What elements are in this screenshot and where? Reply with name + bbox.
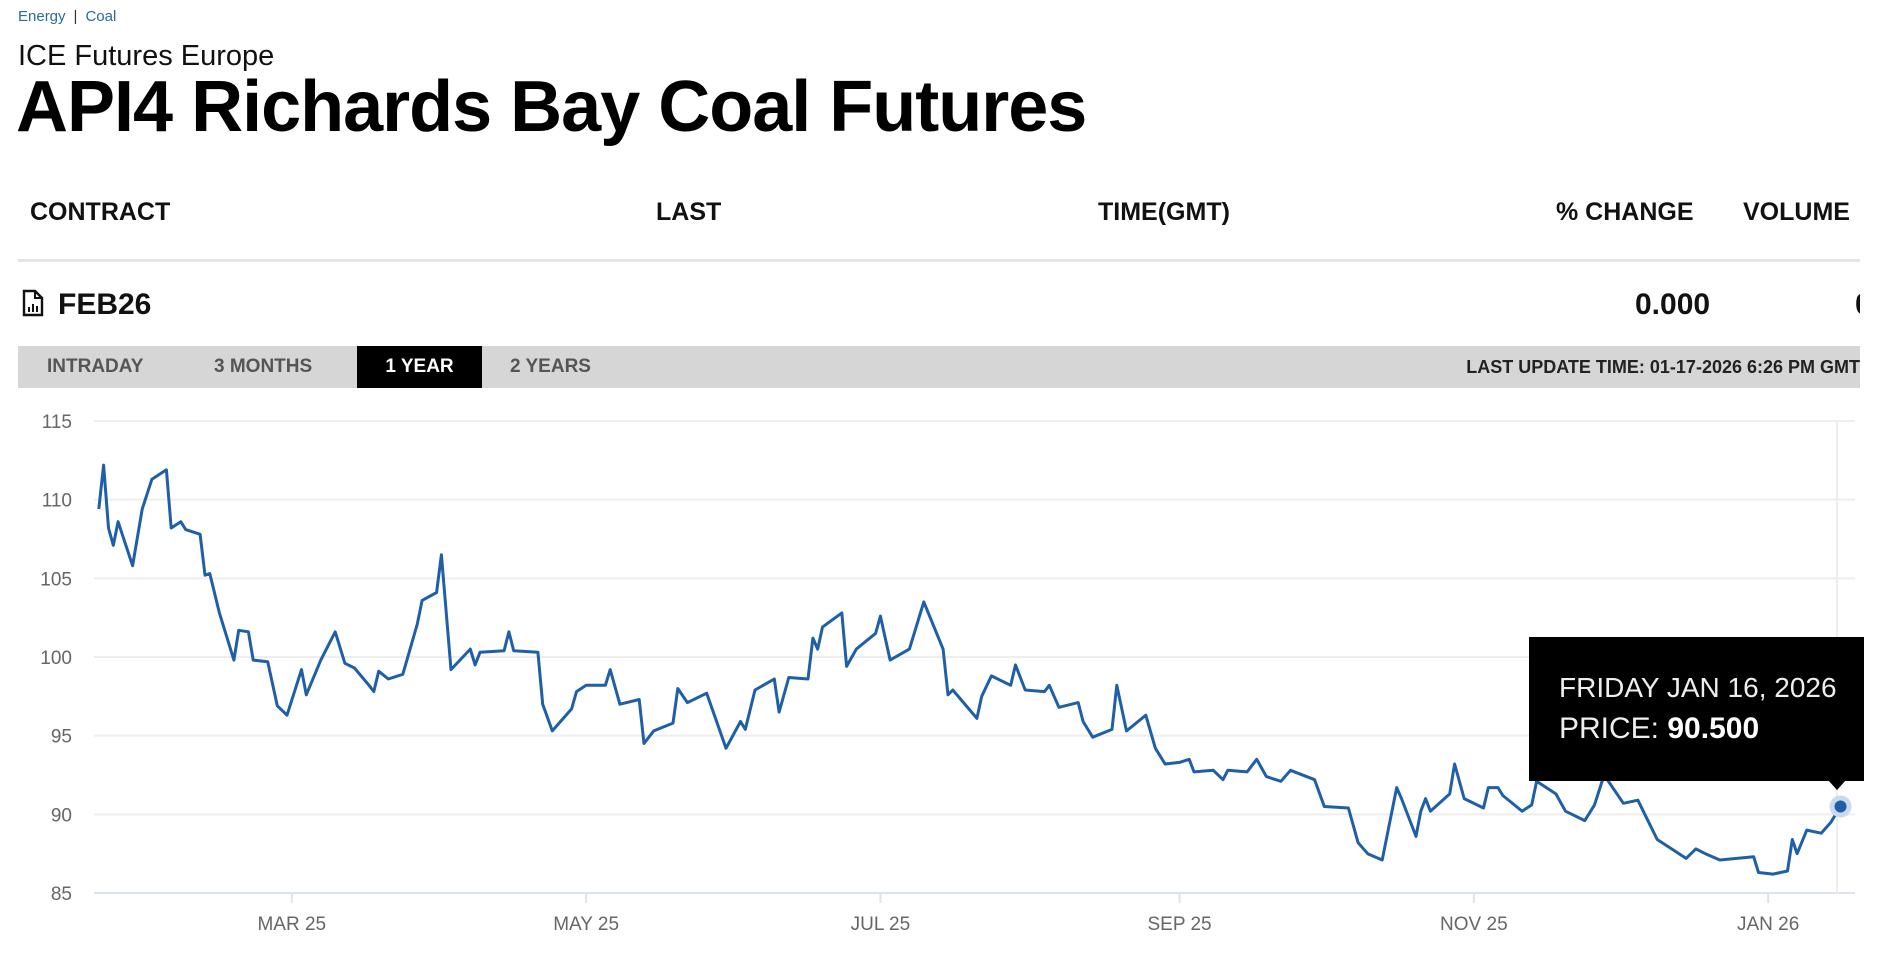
highlight-point [1834, 800, 1847, 813]
tab-3-months[interactable]: 3 MONTHS [214, 356, 313, 377]
tab-1-year[interactable]: 1 YEAR [357, 346, 482, 388]
tab-2-years[interactable]: 2 YEARS [510, 356, 591, 377]
x-tick-label: NOV 25 [1440, 914, 1508, 935]
contract-link[interactable]: FEB26 [58, 288, 152, 321]
page-title: API4 Richards Bay Coal Futures [16, 67, 1087, 147]
tooltip-arrow [1828, 780, 1846, 790]
table-divider [18, 259, 1860, 262]
chart-tooltip: FRIDAY JAN 16, 2026 PRICE: 90.500 [1529, 637, 1864, 790]
range-tab-bar: INTRADAY 3 MONTHS 1 YEAR 2 YEARS LAST UP… [18, 346, 1860, 388]
x-tick-label: MAY 25 [553, 914, 619, 935]
exchange-name: ICE Futures Europe [18, 40, 275, 72]
contract-table: CONTRACT LAST TIME(GMT) % CHANGE VOLUME … [18, 190, 1860, 340]
x-tick-label: JAN 26 [1737, 914, 1799, 935]
tooltip-price: 90.500 [1667, 712, 1760, 745]
header-volume: VOLUME [1743, 198, 1850, 226]
chart-document-icon[interactable] [22, 289, 44, 325]
header-change: % CHANGE [1556, 198, 1694, 226]
change-value: 0.000 [1635, 288, 1711, 321]
x-tick-label: MAR 25 [257, 914, 326, 935]
y-tick-label: 105 [40, 569, 72, 590]
last-update-time: LAST UPDATE TIME: 01-17-2026 6:26 PM GMT [1466, 357, 1860, 377]
y-tick-label: 90 [51, 805, 72, 826]
y-tick-label: 110 [42, 491, 72, 512]
header-time: TIME(GMT) [1098, 198, 1230, 226]
header-contract: CONTRACT [30, 198, 171, 226]
breadcrumb-energy-link[interactable]: Energy [18, 8, 66, 25]
price-chart[interactable]: 85 90 95 100 105 110 115 MAR 25 MAY 25 JUL 25 SEP … [0, 395, 1904, 967]
y-tick-label: 115 [42, 412, 72, 433]
x-tick-label: SEP 25 [1148, 914, 1212, 935]
y-tick-label: 95 [51, 727, 72, 748]
tab-intraday[interactable]: INTRADAY [47, 356, 144, 377]
breadcrumb-coal-link[interactable]: Coal [85, 8, 117, 25]
header-last: LAST [656, 198, 722, 226]
y-tick-label: 100 [40, 648, 72, 669]
price-line [97, 463, 1842, 876]
x-tick-label: JUL 25 [851, 914, 911, 935]
breadcrumb-separator: | [73, 8, 78, 25]
tooltip-price-label: PRICE: [1559, 712, 1660, 745]
tooltip-date: FRIDAY JAN 16, 2026 [1559, 672, 1837, 703]
y-tick-label: 85 [51, 884, 72, 905]
breadcrumb: Energy | Coal [18, 8, 116, 25]
volume-value: 0 [1855, 288, 1860, 322]
